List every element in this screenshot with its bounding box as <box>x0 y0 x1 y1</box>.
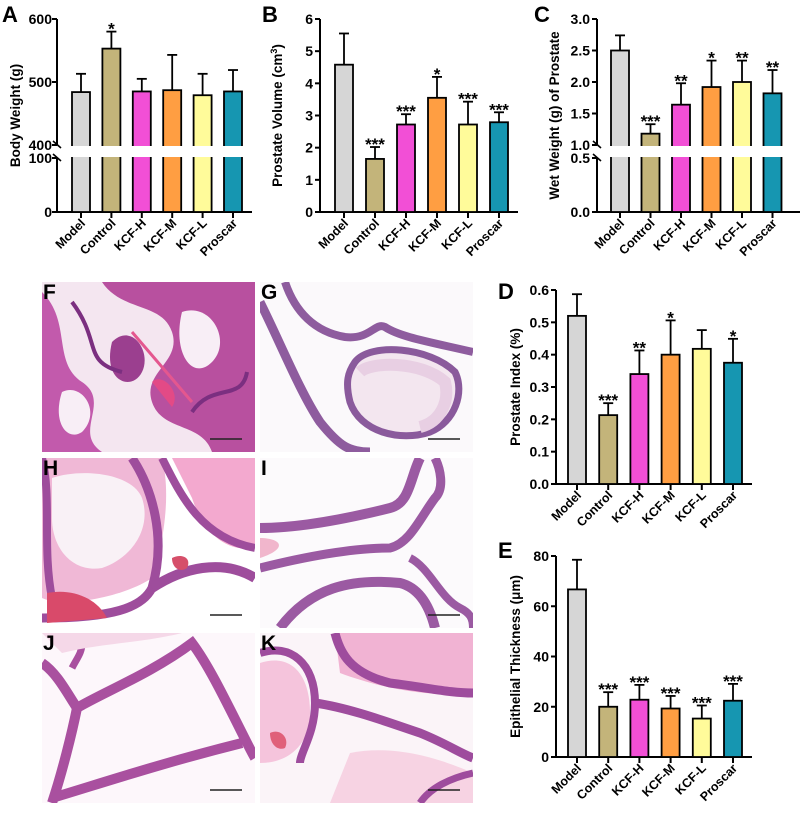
x-tick-label: KCF-M <box>639 488 677 526</box>
significance-marker: *** <box>661 684 681 703</box>
y-tick-label: 40 <box>533 649 549 665</box>
panel-letter: A <box>2 2 18 27</box>
histology-panel-g: G <box>260 282 473 452</box>
significance-marker: *** <box>365 135 385 154</box>
bar-chart-d: D Prostate Index (%) 0.0 0.1 0.2 0.3 0.4 0.5 0.6… <box>498 279 752 531</box>
significance-marker: *** <box>692 693 712 712</box>
y-axis-label: Prostate Index (%) <box>508 328 523 446</box>
bar-model: Model <box>316 32 354 252</box>
y-tick-label: 0.4 <box>530 347 550 363</box>
y-tick-label: 0.5 <box>571 150 591 166</box>
histology-image-dense-papillary <box>42 282 255 452</box>
y-tick-label: 60 <box>533 598 549 614</box>
y-tick-label: 2 <box>305 140 313 156</box>
significance-marker: * <box>730 327 737 346</box>
y-tick-label: 0.2 <box>530 411 550 427</box>
panel-letter: C <box>534 2 550 27</box>
histology-panel-k: K <box>260 633 473 803</box>
y-axis-label: Body Weight (g) <box>8 64 23 167</box>
bar-model: Model <box>53 72 92 252</box>
significance-marker: * <box>108 20 115 39</box>
y-tick-label: 400 <box>29 137 53 153</box>
histology-panel-f: F <box>42 282 255 452</box>
y-tick-label: 20 <box>533 699 549 715</box>
histology-image-glandular-lumen <box>260 633 473 803</box>
y-tick-label: 0.6 <box>530 282 550 298</box>
significance-marker: *** <box>723 672 743 691</box>
significance-marker: *** <box>458 90 478 109</box>
significance-marker: *** <box>629 673 649 692</box>
panel-label: K <box>261 633 277 655</box>
significance-marker: *** <box>641 112 661 131</box>
y-tick-label: 2.0 <box>571 74 591 90</box>
y-tick-label: 0 <box>541 749 549 765</box>
significance-marker: ** <box>735 49 749 68</box>
y-tick-label: 600 <box>29 11 53 27</box>
x-tick-label: KCF-M <box>141 216 179 254</box>
significance-marker: *** <box>598 391 618 410</box>
y-tick-label: 0 <box>44 204 52 220</box>
y-axis-label: Prostate Volume (cm3) <box>269 44 285 187</box>
y-axis-label: Epithelial Thickness (μm) <box>508 575 523 738</box>
bar-model: Model <box>549 558 587 797</box>
y-tick-label: 3.0 <box>571 11 591 27</box>
y-tick-label: 3 <box>305 108 313 124</box>
significance-marker: ** <box>633 338 647 357</box>
x-tick-label: KCF-H <box>609 488 646 525</box>
x-tick-label: KCF-H <box>376 216 413 253</box>
y-tick-label: 0 <box>305 204 313 220</box>
significance-marker: * <box>434 65 441 84</box>
x-tick-label: KCF-H <box>609 761 646 798</box>
y-tick-label: 0.5 <box>530 314 550 330</box>
bar-model: Model <box>549 293 587 524</box>
x-tick-label: KCF-M <box>680 216 718 254</box>
bar-chart-e: E Epithelial Thickness (μm) 0 20 40 60 80Model… <box>498 538 752 804</box>
y-tick-label: 1.5 <box>571 106 591 122</box>
histology-image-duct-lumen <box>260 282 473 452</box>
panel-label: H <box>43 458 59 480</box>
y-tick-label: 6 <box>305 11 313 27</box>
y-axis-label: Wet Weight (g) of Prostate <box>547 31 562 200</box>
y-tick-label: 0.3 <box>530 379 550 395</box>
panel-label: F <box>43 282 56 304</box>
histology-panel-j: J <box>42 633 255 803</box>
significance-marker: * <box>667 308 674 327</box>
y-tick-label: 1 <box>305 172 313 188</box>
significance-marker: *** <box>396 102 416 121</box>
y-tick-label: 2.5 <box>571 43 591 59</box>
x-tick-label: KCF-M <box>639 761 677 799</box>
y-tick-label: 0.0 <box>571 204 591 220</box>
panel-letter: E <box>498 538 513 563</box>
histology-image-branching-duct <box>260 458 473 628</box>
histology-panel-h: H <box>42 458 255 628</box>
panel-label: I <box>261 458 267 480</box>
significance-marker: *** <box>489 100 509 119</box>
y-tick-label: 0.0 <box>530 476 550 492</box>
bar-chart-c: C Wet Weight (g) of Prostate 0.0 0.51.0 1.5 2… <box>534 2 800 259</box>
y-tick-label: 500 <box>29 74 53 90</box>
panel-letter: D <box>498 279 514 304</box>
significance-marker: ** <box>674 71 688 90</box>
significance-marker: * <box>708 49 715 68</box>
histology-image-secretion-filled <box>42 458 255 628</box>
histology-panel-i: I <box>260 458 473 628</box>
y-tick-label: 0.1 <box>530 444 550 460</box>
y-tick-label: 100 <box>29 150 53 166</box>
significance-marker: ** <box>766 58 780 77</box>
histology-image-triangular-lumen <box>42 633 255 803</box>
panel-letter: B <box>262 2 278 27</box>
x-tick-label: KCF-M <box>406 216 444 254</box>
significance-marker: *** <box>598 680 618 699</box>
y-tick-label: 4 <box>305 75 313 91</box>
y-tick-label: 80 <box>533 548 549 564</box>
y-tick-label: 5 <box>305 43 313 59</box>
panel-label: J <box>43 633 55 655</box>
y-tick-label: 1.0 <box>571 137 591 153</box>
panel-label: G <box>261 282 278 304</box>
